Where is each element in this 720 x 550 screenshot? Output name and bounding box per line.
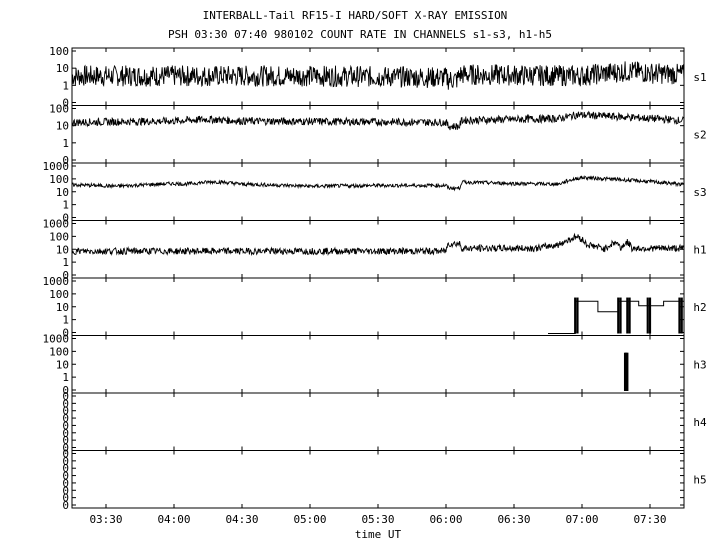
panel-frame xyxy=(71,162,685,221)
panel-frame xyxy=(71,335,685,394)
y-tick-label: 0 xyxy=(62,412,69,425)
y-tick-label: 1000 xyxy=(43,218,70,231)
y-tick-label: 0 xyxy=(62,384,69,397)
y-tick-label: 0 xyxy=(62,484,69,497)
x-tick-label: 04:30 xyxy=(225,513,258,526)
x-tick-label: 04:00 xyxy=(157,513,190,526)
y-tick-label: 0 xyxy=(62,492,69,505)
panels-group: 1001010s11001010s210001001010s3100010010… xyxy=(43,45,707,512)
y-tick-label: 10 xyxy=(56,358,69,371)
y-tick-label: 1 xyxy=(62,79,69,92)
panel-frame xyxy=(71,392,685,451)
x-tick-label: 03:30 xyxy=(89,513,122,526)
y-tick-label: 10 xyxy=(56,186,69,199)
y-tick-label: 1 xyxy=(62,137,69,150)
series-h1-line xyxy=(71,232,685,257)
panel-label: h2 xyxy=(693,301,706,314)
x-tick-label: 07:30 xyxy=(633,513,666,526)
chart-subtitle: PSH 03:30 07:40 980102 COUNT RATE IN CHA… xyxy=(168,28,552,41)
y-tick-label: 100 xyxy=(49,45,69,58)
y-tick-label: 0 xyxy=(62,442,69,455)
panel-label: h4 xyxy=(693,416,707,429)
y-tick-label: 0 xyxy=(62,405,69,418)
y-tick-label: 1 xyxy=(62,371,69,384)
x-tick-label: 05:30 xyxy=(361,513,394,526)
y-tick-label: 0 xyxy=(62,97,69,110)
series-s1-line xyxy=(71,61,685,90)
chart-title: INTERBALL-Tail RF15-I HARD/SOFT X-RAY EM… xyxy=(203,9,508,22)
y-tick-label: 1 xyxy=(62,256,69,269)
y-tick-label: 0 xyxy=(62,462,69,475)
y-tick-label: 10 xyxy=(56,120,69,133)
y-tick-label: 1000 xyxy=(43,160,70,173)
y-tick-label: 0 xyxy=(62,455,69,468)
y-tick-label: 100 xyxy=(49,230,69,243)
x-tick-label: 05:00 xyxy=(293,513,326,526)
panel-label: s3 xyxy=(693,186,706,199)
panel-label: h3 xyxy=(693,358,706,371)
y-tick-label: 0 xyxy=(62,427,69,440)
series-s2-line xyxy=(71,110,685,131)
panel-frame xyxy=(71,277,685,336)
x-tick-label: 06:00 xyxy=(429,513,462,526)
y-tick-label: 0 xyxy=(62,212,69,225)
panel-label: h5 xyxy=(693,473,706,486)
y-tick-label: 0 xyxy=(62,499,69,512)
y-tick-label: 100 xyxy=(49,103,69,116)
series-s3-line xyxy=(71,175,685,192)
y-tick-label: 0 xyxy=(62,154,69,167)
panel-label: h1 xyxy=(693,243,706,256)
x-axis-label: time UT xyxy=(355,528,402,541)
y-tick-label: 10 xyxy=(56,301,69,314)
y-tick-label: 1 xyxy=(62,314,69,327)
y-tick-label: 100 xyxy=(49,345,69,358)
panel-label: s1 xyxy=(693,71,706,84)
x-tick-label: 07:00 xyxy=(565,513,598,526)
series-h2-step xyxy=(548,300,684,334)
panel-label: s2 xyxy=(693,128,706,141)
y-tick-label: 10 xyxy=(56,243,69,256)
y-tick-label: 10 xyxy=(56,62,69,75)
y-tick-label: 1000 xyxy=(43,333,70,346)
x-axis: 03:30 04:00 04:30 05:00 05:30 06:00 06:30 07:00… xyxy=(89,513,666,526)
x-tick-label: 06:30 xyxy=(497,513,530,526)
y-tick-label: 0 xyxy=(62,470,69,483)
y-tick-label: 0 xyxy=(62,397,69,410)
y-tick-label: 0 xyxy=(62,477,69,490)
y-tick-label: 100 xyxy=(49,173,69,186)
y-tick-label: 0 xyxy=(62,390,69,403)
y-tick-label: 0 xyxy=(62,419,69,432)
y-tick-label: 0 xyxy=(62,327,69,340)
y-tick-label: 1000 xyxy=(43,275,70,288)
y-tick-label: 0 xyxy=(62,448,69,461)
y-tick-label: 0 xyxy=(62,434,69,447)
panel-frame xyxy=(71,450,685,509)
y-tick-label: 1 xyxy=(62,199,69,212)
y-tick-label: 0 xyxy=(62,269,69,282)
y-tick-label: 100 xyxy=(49,288,69,301)
